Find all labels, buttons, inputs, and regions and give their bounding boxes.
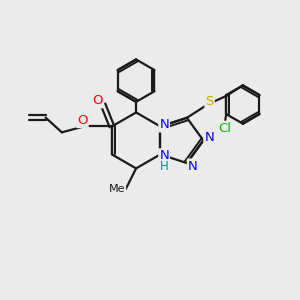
Text: O: O — [92, 94, 103, 107]
Text: N: N — [159, 149, 169, 162]
Text: N: N — [159, 118, 169, 131]
Text: O: O — [77, 114, 88, 127]
Text: N: N — [204, 131, 214, 144]
Text: N: N — [188, 160, 198, 172]
Text: S: S — [206, 95, 214, 108]
Text: Cl: Cl — [218, 122, 231, 135]
Text: H: H — [160, 160, 168, 173]
Text: Me: Me — [109, 184, 125, 194]
